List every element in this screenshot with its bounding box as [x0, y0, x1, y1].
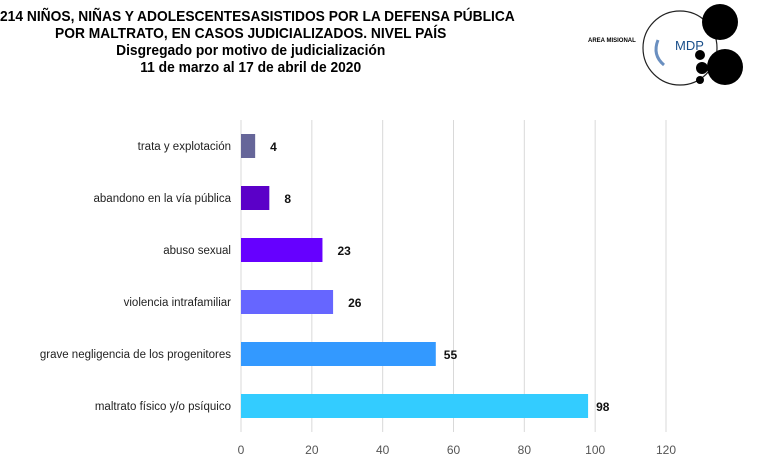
date-range: 11 de marzo al 17 de abril de 2020: [140, 59, 362, 76]
data-label: 23: [337, 244, 351, 258]
data-label: 98: [596, 400, 610, 414]
x-tick-label: 20: [305, 443, 319, 457]
bar: [241, 238, 323, 262]
category-label: maltrato físico y/o psíquico: [95, 401, 231, 413]
x-tick-label: 100: [585, 443, 605, 457]
category-label: abuso sexual: [163, 245, 231, 257]
category-label: trata y explotación: [138, 141, 231, 153]
category-label: violencia intrafamiliar: [124, 297, 232, 309]
x-tick-label: 60: [447, 443, 461, 457]
chart-title: 214 NIÑOS, NIÑAS Y ADOLESCENTESASISTIDOS…: [0, 8, 515, 76]
logo-brand: MDP: [675, 38, 704, 53]
subtitle: Disgregado por motivo de judicialización: [116, 42, 386, 59]
bar: [241, 290, 334, 314]
mdp-logo: AREA MISIONAL MDP: [588, 4, 743, 86]
data-label: 8: [284, 192, 291, 206]
area-label: AREA MISIONAL: [588, 38, 636, 44]
bar: [241, 394, 589, 418]
data-label: 4: [270, 140, 277, 154]
title-line-2: POR MALTRATO, EN CASOS JUDICIALIZADOS. N…: [55, 25, 447, 42]
data-label: 55: [444, 348, 458, 362]
data-label: 26: [348, 296, 362, 310]
x-tick-label: 0: [238, 443, 245, 457]
x-tick-label: 40: [376, 443, 390, 457]
bar: [241, 186, 270, 210]
bar: [241, 134, 256, 158]
category-label: grave negligencia de los progenitores: [40, 349, 231, 361]
category-label: abandono en la vía pública: [94, 193, 232, 205]
title-line-1: 214 NIÑOS, NIÑAS Y ADOLESCENTESASISTIDOS…: [0, 8, 515, 25]
x-tick-label: 120: [656, 443, 676, 457]
x-tick-label: 80: [518, 443, 532, 457]
bar: [241, 342, 436, 366]
